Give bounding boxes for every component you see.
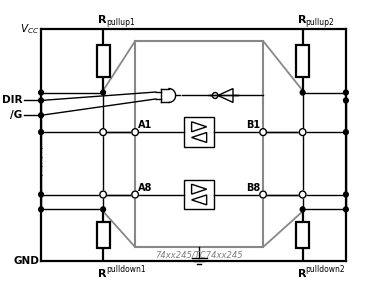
Text: $V_{CC}$: $V_{CC}$ (20, 22, 39, 36)
Text: /G: /G (10, 110, 22, 120)
Text: ·
·
·: · · · (344, 150, 347, 177)
Text: 74xx245/TC74xx245: 74xx245/TC74xx245 (155, 250, 243, 259)
Text: A1: A1 (138, 120, 152, 130)
Circle shape (300, 90, 305, 95)
Circle shape (39, 192, 43, 197)
Circle shape (132, 191, 138, 198)
Text: $\mathbf{R}$: $\mathbf{R}$ (297, 13, 307, 25)
Circle shape (344, 98, 348, 103)
Circle shape (299, 191, 306, 198)
Circle shape (344, 130, 348, 135)
Bar (184, 117, 214, 147)
Text: pullup1: pullup1 (106, 18, 135, 27)
Text: B1: B1 (246, 120, 260, 130)
Text: B8: B8 (246, 182, 260, 192)
Bar (96, 45, 110, 77)
Circle shape (39, 113, 43, 118)
Circle shape (132, 129, 138, 135)
Circle shape (100, 129, 106, 135)
Circle shape (39, 130, 43, 135)
Circle shape (260, 191, 266, 198)
Bar (96, 222, 110, 248)
Text: DIR: DIR (2, 95, 22, 105)
Circle shape (39, 90, 43, 95)
Circle shape (344, 192, 348, 197)
Circle shape (100, 191, 106, 198)
Text: GND: GND (13, 256, 39, 266)
Bar (135, 41, 263, 247)
Text: $\mathbf{R}$: $\mathbf{R}$ (97, 13, 107, 25)
Text: $\mathbf{R}$: $\mathbf{R}$ (297, 267, 307, 279)
Text: $\mathbf{R}$: $\mathbf{R}$ (97, 267, 107, 279)
Bar (296, 222, 309, 248)
Text: pullup2: pullup2 (305, 18, 334, 27)
Circle shape (101, 207, 106, 212)
Circle shape (300, 207, 305, 212)
Circle shape (344, 90, 348, 95)
Bar (296, 45, 309, 77)
Text: pulldown2: pulldown2 (305, 265, 345, 274)
Circle shape (39, 98, 43, 103)
Circle shape (39, 207, 43, 212)
Text: A8: A8 (138, 182, 152, 192)
Circle shape (344, 207, 348, 212)
Circle shape (260, 129, 266, 135)
Text: pulldown1: pulldown1 (106, 265, 146, 274)
Circle shape (299, 129, 306, 135)
Text: ·
·
·
·: · · · · (40, 145, 42, 181)
Circle shape (101, 90, 106, 95)
Bar (184, 180, 214, 209)
